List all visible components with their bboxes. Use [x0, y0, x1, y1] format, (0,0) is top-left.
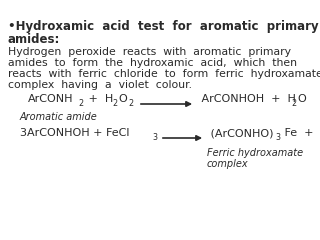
Text: reacts  with  ferric  chloride  to  form  ferric  hydroxamate: reacts with ferric chloride to form ferr…: [8, 69, 320, 79]
Text: complex  having  a  violet  colour.: complex having a violet colour.: [8, 80, 192, 90]
Text: Hydrogen  peroxide  reacts  with  aromatic  primary: Hydrogen peroxide reacts with aromatic p…: [8, 47, 291, 57]
Text: 3: 3: [152, 133, 157, 142]
Text: O: O: [297, 94, 306, 104]
Text: Fe  +  3HCl: Fe + 3HCl: [281, 128, 320, 138]
Text: ArCONH: ArCONH: [28, 94, 74, 104]
Text: •Hydroxamic  acid  test  for  aromatic  primary: •Hydroxamic acid test for aromatic prima…: [8, 20, 319, 33]
Text: 2: 2: [291, 99, 296, 108]
Text: (ArCONHO): (ArCONHO): [207, 128, 274, 138]
Text: 3: 3: [275, 133, 280, 142]
Text: complex: complex: [207, 159, 249, 169]
Text: Ferric hydroxamate: Ferric hydroxamate: [207, 148, 303, 158]
Text: ArCONHOH  +  H: ArCONHOH + H: [198, 94, 296, 104]
Text: amides:: amides:: [8, 33, 60, 46]
Text: 2: 2: [112, 99, 117, 108]
Text: Aromatic amide: Aromatic amide: [20, 112, 98, 122]
Text: amides  to  form  the  hydroxamic  acid,  which  then: amides to form the hydroxamic acid, whic…: [8, 58, 297, 68]
Text: 2: 2: [128, 99, 133, 108]
Text: 3ArCONHOH + FeCl: 3ArCONHOH + FeCl: [20, 128, 130, 138]
Text: O: O: [118, 94, 127, 104]
Text: 2: 2: [78, 99, 83, 108]
Text: +  H: + H: [85, 94, 113, 104]
